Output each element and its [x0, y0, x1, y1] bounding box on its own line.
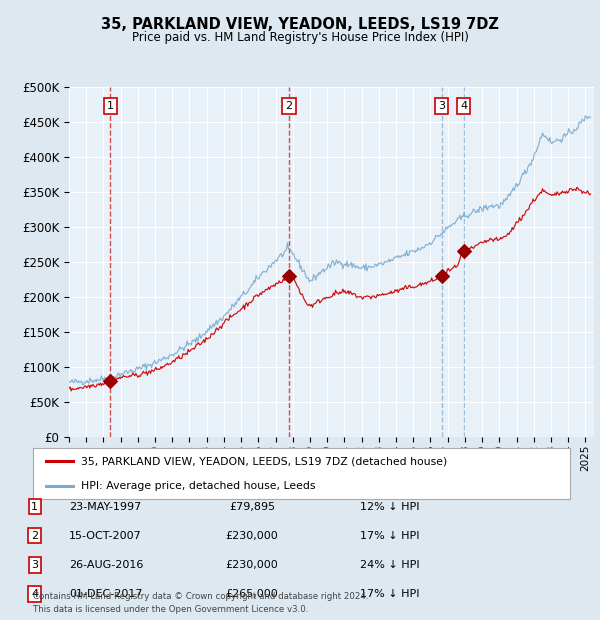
Text: £230,000: £230,000: [226, 560, 278, 570]
Text: 23-MAY-1997: 23-MAY-1997: [69, 502, 141, 512]
Text: 12% ↓ HPI: 12% ↓ HPI: [360, 502, 419, 512]
Point: [106, 376, 115, 386]
Text: 24% ↓ HPI: 24% ↓ HPI: [360, 560, 419, 570]
Text: 35, PARKLAND VIEW, YEADON, LEEDS, LS19 7DZ: 35, PARKLAND VIEW, YEADON, LEEDS, LS19 7…: [101, 17, 499, 32]
Text: 1: 1: [107, 100, 113, 111]
Point: [284, 271, 294, 281]
Text: Price paid vs. HM Land Registry's House Price Index (HPI): Price paid vs. HM Land Registry's House …: [131, 31, 469, 44]
Text: 26-AUG-2016: 26-AUG-2016: [69, 560, 143, 570]
Text: 35, PARKLAND VIEW, YEADON, LEEDS, LS19 7DZ (detached house): 35, PARKLAND VIEW, YEADON, LEEDS, LS19 7…: [82, 456, 448, 466]
Text: HPI: Average price, detached house, Leeds: HPI: Average price, detached house, Leed…: [82, 481, 316, 491]
Point: [437, 271, 446, 281]
Text: 4: 4: [460, 100, 467, 111]
Text: 15-OCT-2007: 15-OCT-2007: [69, 531, 142, 541]
Text: 3: 3: [31, 560, 38, 570]
Text: 2: 2: [31, 531, 38, 541]
Text: 4: 4: [31, 589, 38, 599]
Text: 3: 3: [438, 100, 445, 111]
Text: 1: 1: [31, 502, 38, 512]
Point: [459, 247, 469, 257]
Text: This data is licensed under the Open Government Licence v3.0.: This data is licensed under the Open Gov…: [33, 604, 308, 614]
Text: £265,000: £265,000: [226, 589, 278, 599]
Text: £230,000: £230,000: [226, 531, 278, 541]
Text: 17% ↓ HPI: 17% ↓ HPI: [360, 589, 419, 599]
Text: 17% ↓ HPI: 17% ↓ HPI: [360, 531, 419, 541]
Text: £79,895: £79,895: [229, 502, 275, 512]
Text: 2: 2: [286, 100, 293, 111]
Text: Contains HM Land Registry data © Crown copyright and database right 2024.: Contains HM Land Registry data © Crown c…: [33, 592, 368, 601]
Text: 01-DEC-2017: 01-DEC-2017: [69, 589, 143, 599]
